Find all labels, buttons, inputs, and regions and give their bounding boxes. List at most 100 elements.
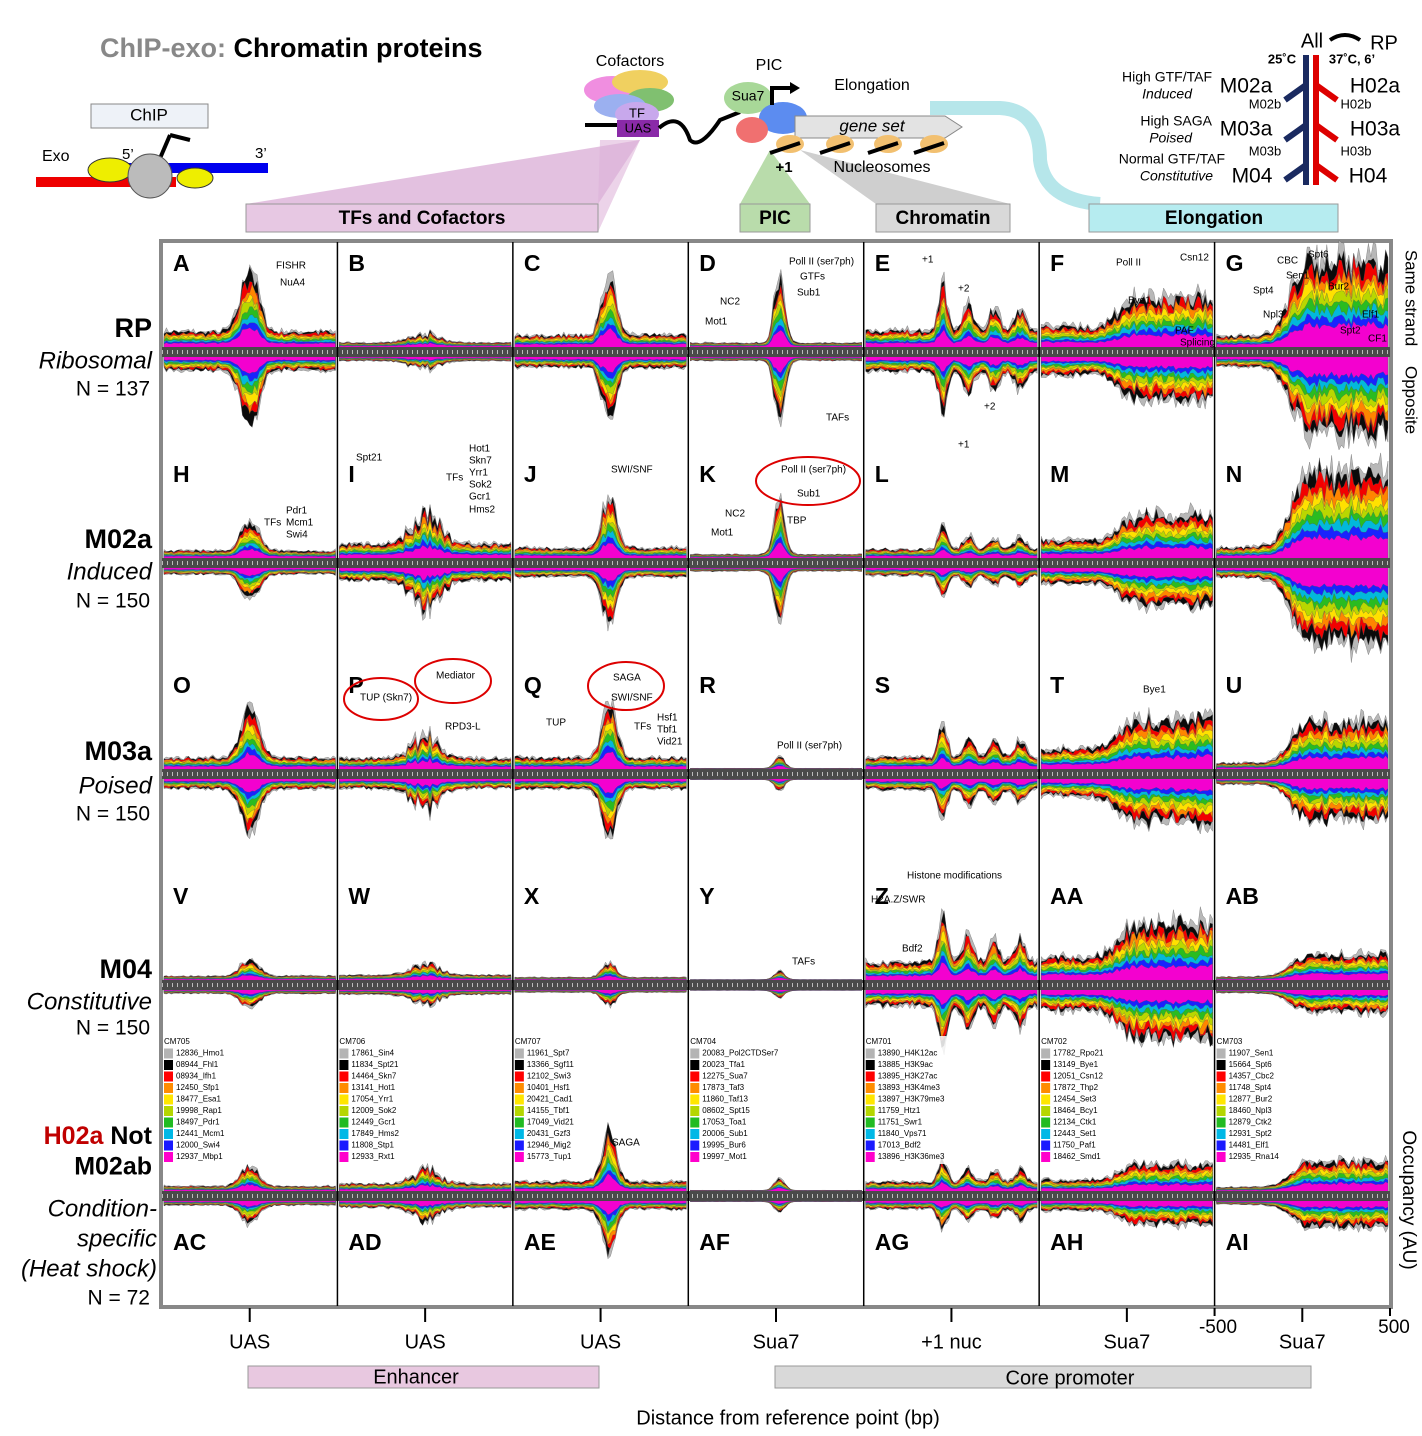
panel-annotation: Sub1	[797, 288, 821, 299]
category-box	[739, 203, 811, 233]
panel-annotation: Hsf1	[657, 713, 678, 724]
legend-entry: 11907_Sen1	[1229, 1049, 1274, 1058]
panel-letter: T	[1050, 672, 1064, 698]
legend-swatch	[514, 1129, 524, 1139]
legend-entry: 12836_Hmo1	[176, 1049, 225, 1058]
panel-annotation: Spt4	[1253, 286, 1274, 297]
legend-swatch	[690, 1083, 700, 1093]
legend-swatch	[514, 1060, 524, 1070]
panel-letter: L	[875, 461, 889, 487]
x-title: Distance from reference point (bp)	[636, 1407, 939, 1429]
legend-swatch	[164, 1094, 173, 1105]
panel-letter: AF	[699, 1229, 730, 1255]
legend-bg	[864, 1036, 947, 1164]
panel-letter: V	[173, 883, 189, 909]
panel-annotation: Mot1	[711, 528, 734, 539]
legend-swatch	[690, 1117, 700, 1128]
legend-entry: 14464_Skn7	[351, 1072, 396, 1081]
legend-swatch	[690, 1106, 700, 1116]
profile-layer	[865, 329, 1038, 353]
x-tick-label: +1 nuc	[921, 1331, 982, 1353]
uas-label: UAS	[625, 120, 652, 135]
panel-annotation: Mot1	[705, 317, 728, 328]
legend-entry: 18462_Smd1	[1053, 1152, 1101, 1161]
legend-bg	[1215, 1036, 1298, 1164]
legend-swatch	[865, 1152, 875, 1162]
nucleosomes-label: Nucleosomes	[834, 159, 931, 176]
row-sub: Poised	[79, 772, 153, 799]
row-n: N = 150	[76, 590, 150, 613]
group-mb: M03b	[1249, 143, 1282, 158]
category-label: Chromatin	[896, 208, 991, 229]
legend-swatch	[164, 1106, 173, 1116]
legend-swatch	[1041, 1094, 1051, 1105]
legend-swatch	[339, 1140, 349, 1151]
gene-set	[794, 115, 963, 139]
legend-entry: 17054_Yrr1	[351, 1095, 393, 1104]
legend-entry: 13895_H3K27ac	[878, 1072, 938, 1081]
panel-letter: P	[348, 672, 363, 698]
legend-swatch	[164, 1140, 173, 1151]
row-sub: (Heat shock)	[21, 1255, 157, 1282]
panel-letter: B	[348, 250, 365, 276]
legend-swatch	[514, 1106, 524, 1116]
panel-annotation: Sub1	[797, 489, 821, 500]
legend-id: CM702	[1041, 1037, 1067, 1046]
profile-layer	[514, 502, 687, 564]
legend-swatch	[1041, 1106, 1051, 1116]
legend-entry: 11751_Swr1	[878, 1118, 923, 1127]
panel-annotation: Pdr1	[286, 506, 308, 517]
panel-annotation: Elf1	[1362, 310, 1380, 321]
panel-letter: X	[524, 883, 540, 909]
profile-layer	[1216, 562, 1389, 590]
legend-entry: 12933_Rxt1	[351, 1152, 395, 1161]
legend-entry: 13885_H3K9ac	[878, 1060, 933, 1069]
legend-swatch	[514, 1152, 524, 1162]
group-m: M03a	[1220, 118, 1273, 141]
exo	[176, 167, 214, 189]
region-box	[774, 1365, 1312, 1389]
legend-entry: 17872_Thp2	[1053, 1083, 1098, 1092]
profile-layer	[514, 327, 687, 353]
profile-layer	[163, 751, 336, 775]
group-hb: H02b	[1340, 96, 1371, 111]
row-n: N = 150	[76, 803, 150, 826]
panel-letter: A	[173, 250, 190, 276]
panel-annotation: Bye1	[1128, 296, 1151, 307]
legend-swatch	[164, 1117, 173, 1128]
profile-layer	[514, 351, 687, 373]
profile-layer	[514, 1195, 687, 1233]
panel-annotation: Poll II (ser7ph)	[781, 465, 846, 476]
panel-annotation: Csn12	[1180, 253, 1209, 264]
x-tick-label: Sua7	[1104, 1331, 1151, 1353]
legend-entry: 17013_Bdf2	[878, 1141, 922, 1150]
row-name: H02a Not	[44, 1122, 153, 1150]
profile-layer	[514, 751, 687, 775]
group-h: H04	[1349, 165, 1388, 188]
legend-entry: 12937_Mbp1	[176, 1152, 223, 1161]
legend-id: CM704	[690, 1037, 716, 1046]
group-schematic: All RP 25˚C 37˚C, 6’ High GTF/TAF Induce…	[1119, 30, 1401, 187]
group-h: H03a	[1350, 118, 1401, 141]
legend-swatch	[1216, 1060, 1226, 1070]
panel-annotation: Hot1	[469, 444, 491, 455]
panel-annotation: Vid21	[657, 737, 683, 748]
legend-entry: 12275_Sua7	[702, 1072, 748, 1081]
legend-swatch	[1216, 1140, 1226, 1151]
legend-entry: 20006_Sub1	[702, 1129, 748, 1138]
protein	[127, 153, 173, 199]
legend-swatch	[865, 1117, 875, 1128]
profile-layer	[514, 1149, 687, 1197]
legend-swatch	[164, 1129, 173, 1139]
panel-annotation: Spt6	[1308, 250, 1329, 261]
group-desc: Normal GTF/TAF	[1119, 151, 1225, 167]
panel-letter: U	[1226, 672, 1243, 698]
elongation-label: Elongation	[834, 77, 910, 94]
panel-annotation: RPD3-L	[445, 722, 481, 733]
strand-divider	[162, 558, 1390, 568]
row-n: N = 137	[76, 378, 150, 401]
row-name-part: H02a	[44, 1122, 105, 1150]
legend-entry: 11748_Spt4	[1229, 1083, 1272, 1092]
tss-arrow	[790, 82, 800, 94]
